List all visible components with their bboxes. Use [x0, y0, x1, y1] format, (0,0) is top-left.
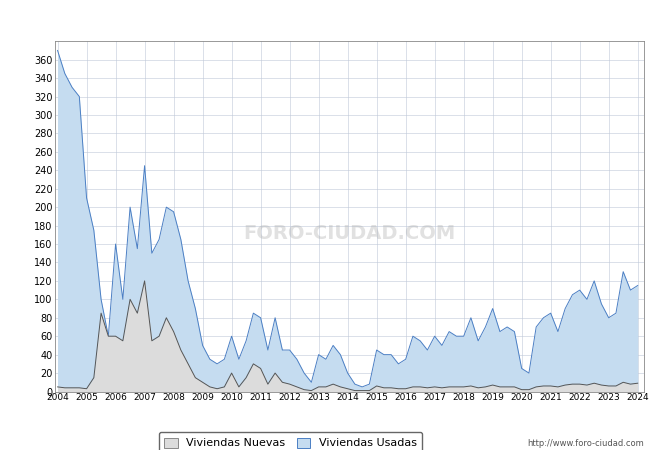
Legend: Viviendas Nuevas, Viviendas Usadas: Viviendas Nuevas, Viviendas Usadas: [159, 432, 422, 450]
Text: http://www.foro-ciudad.com: http://www.foro-ciudad.com: [526, 439, 644, 448]
Text: FORO-CIUDAD.COM: FORO-CIUDAD.COM: [243, 225, 456, 243]
Text: Andújar - Evolucion del Nº de Transacciones Inmobiliarias: Andújar - Evolucion del Nº de Transaccio…: [133, 9, 517, 22]
